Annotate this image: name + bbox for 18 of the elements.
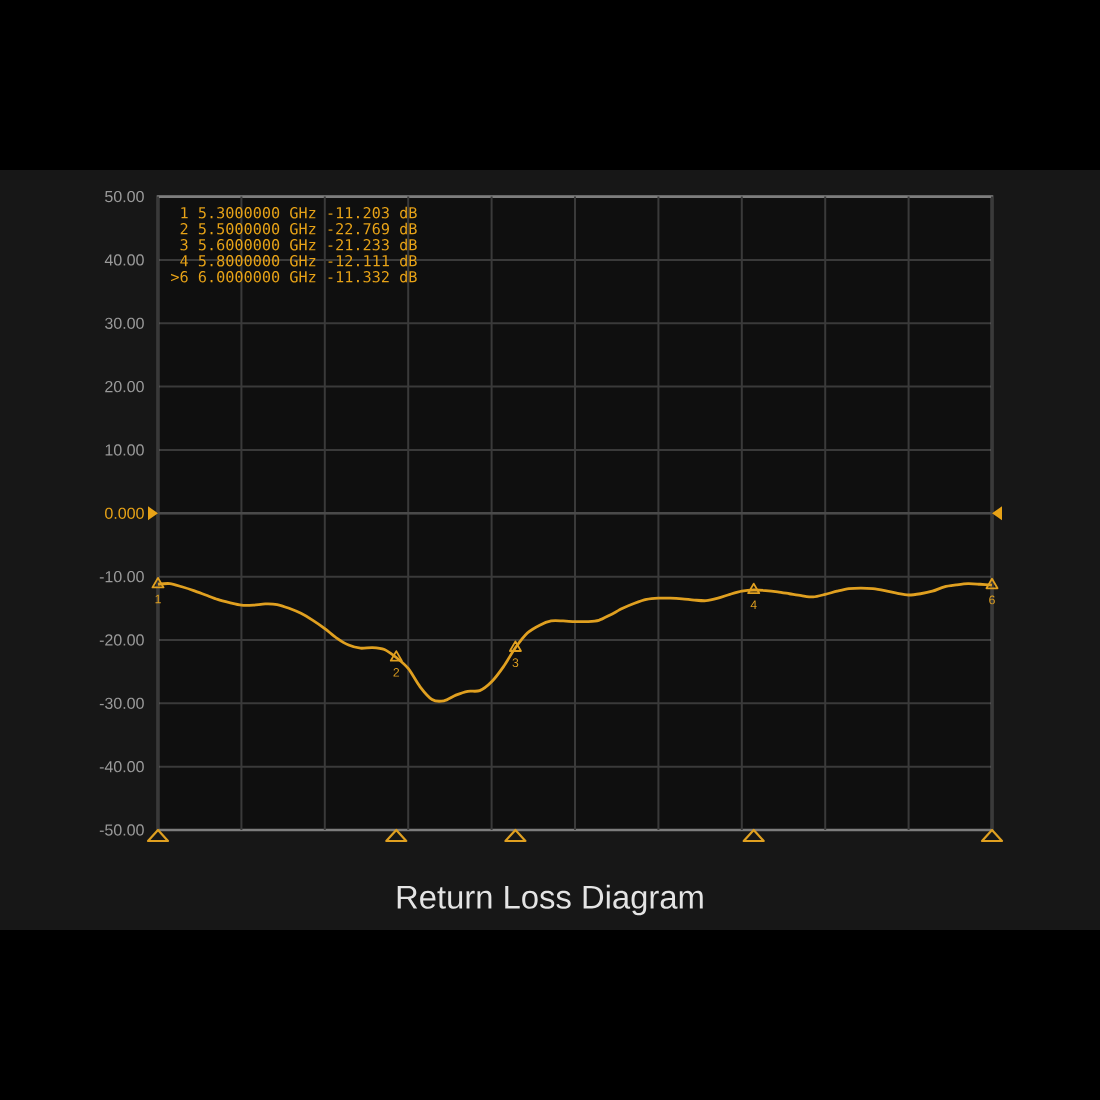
point — [747, 582, 761, 595]
y-tick-label: -30.00 — [99, 697, 144, 709]
point — [985, 577, 999, 590]
text: Return Loss Diagram — [397, 884, 703, 916]
y-tick-label: 40.00 — [104, 254, 144, 266]
y-tick-label: 50.00 — [105, 190, 144, 203]
y-tick-label: 30.00 — [105, 317, 144, 329]
y-tick-label: -10.00 — [99, 570, 144, 583]
y-tick-label: -50.00 — [99, 824, 144, 836]
point — [389, 650, 403, 662]
y-tick-label: 20.00 — [105, 380, 144, 393]
point — [151, 576, 165, 589]
y-tick-label: 10.00 — [105, 444, 144, 456]
y-tick-label: -20.00 — [99, 634, 144, 646]
ref-line-label: 0.000 — [105, 507, 144, 519]
point — [508, 640, 522, 652]
line-series — [156, 582, 994, 703]
y-tick-label: -40.00 — [99, 761, 144, 773]
